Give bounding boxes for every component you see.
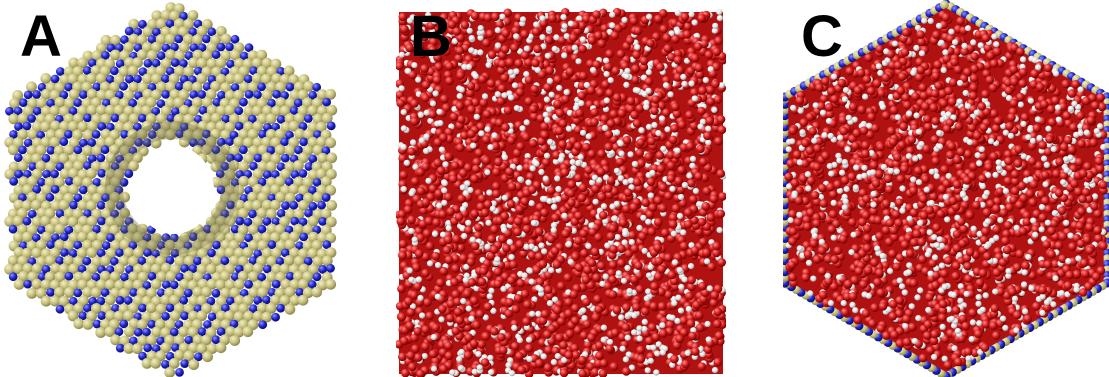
panel-b-water-box-side-view: B: [396, 0, 726, 377]
water-hexagon-render: [783, 0, 1109, 377]
panel-label-a: A: [20, 4, 62, 69]
nanotube-hexagon-render: [4, 2, 338, 377]
water-box-render: [396, 7, 726, 377]
panel-label-b: B: [410, 4, 452, 69]
bn-atoms: [4, 2, 338, 377]
panel-c-water-hexagon-end-view: C: [783, 0, 1109, 377]
panel-a-nanotube-end-view: A: [0, 0, 345, 377]
panel-label-c: C: [801, 4, 843, 69]
water-atoms: [784, 10, 1108, 370]
water-atoms: [396, 7, 726, 377]
